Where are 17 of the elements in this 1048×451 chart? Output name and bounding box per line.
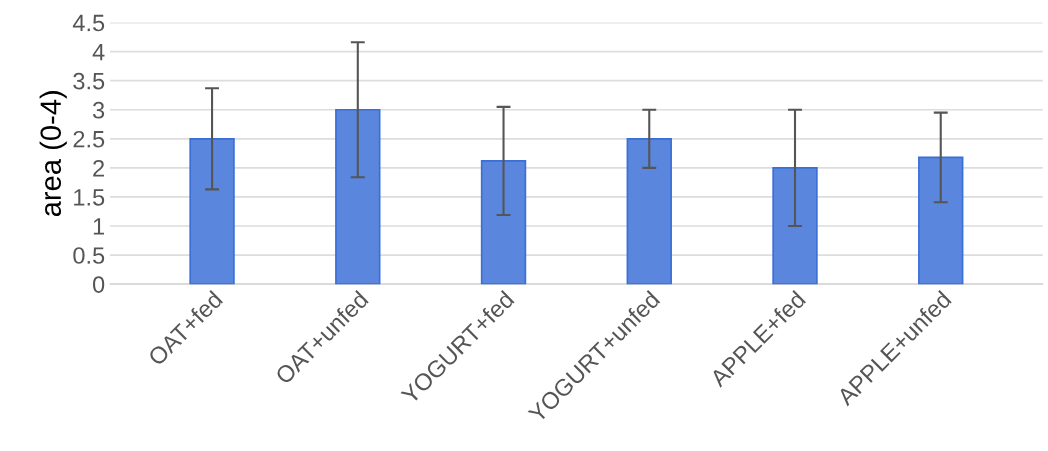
- y-tick-label: 3.5: [73, 72, 105, 90]
- bar: [626, 137, 672, 285]
- bar: [189, 137, 235, 285]
- bar: [772, 167, 818, 285]
- y-tick-label: 0.5: [73, 247, 105, 264]
- y-tick-label: 4.5: [72, 14, 105, 32]
- bar: [918, 156, 964, 285]
- y-tick-label: 2.5: [73, 130, 105, 148]
- y-tick-label: 4: [92, 43, 105, 61]
- y-tick-label: 3: [92, 101, 105, 119]
- y-axis-title: area (0-4): [39, 91, 67, 217]
- y-tick-label: 1: [93, 218, 105, 235]
- y-tick-label: 0: [92, 276, 105, 293]
- bar: [335, 108, 381, 285]
- y-tick-label: 1.5: [74, 189, 105, 206]
- bar: [480, 160, 527, 285]
- y-tick-label: 2: [93, 159, 104, 177]
